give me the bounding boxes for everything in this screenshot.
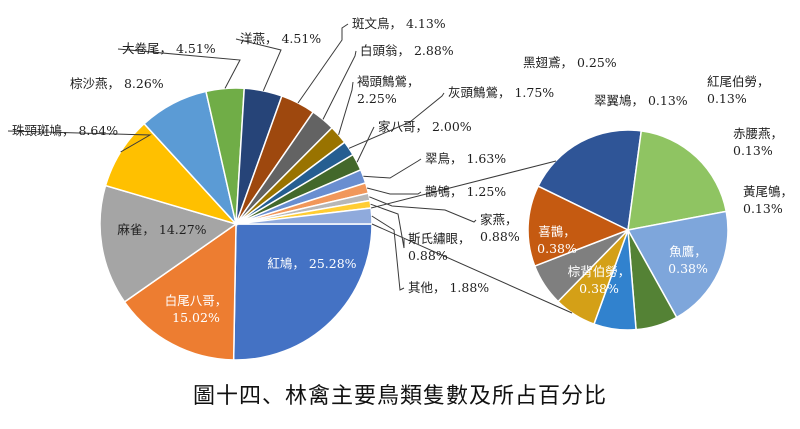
data-label: 斑文鳥， 4.13% [352, 16, 446, 31]
label-leader-lines [7, 23, 477, 291]
data-label: 大卷尾， 4.51% [122, 41, 216, 56]
data-label: 灰頭鷦鶯， 1.75% [448, 85, 554, 100]
data-label: 紅鳩， 25.28% [267, 256, 356, 271]
chart-title: 圖十四、林禽主要鳥類隻數及所占百分比 [192, 384, 607, 409]
data-label: 麻雀， 14.27% [117, 222, 206, 237]
leader-line [7, 130, 152, 153]
secondary-pie-slice [626, 210, 729, 319]
leader-line [371, 215, 405, 291]
data-label: 洋燕， 4.51% [240, 31, 321, 46]
data-label: 翠鳥， 1.63% [425, 151, 506, 166]
data-label: 白頭翁， 2.88% [360, 43, 454, 58]
leader-line [356, 126, 375, 163]
leader-line [348, 92, 445, 149]
main-pie-slice [232, 223, 373, 361]
connector-line-bottom [371, 223, 573, 314]
secondary-data-label: 紅尾伯勞， 0.13% [707, 74, 770, 106]
data-label: 其他， 1.88% [408, 280, 489, 295]
data-label: 斯氏繡眼， 0.88% [408, 231, 471, 263]
data-label: 家八哥， 2.00% [378, 119, 472, 134]
main-pie [99, 87, 373, 361]
data-label: 棕沙燕， 8.26% [70, 76, 164, 91]
leader-line [363, 158, 422, 179]
pie-connector-lines [370, 160, 573, 314]
data-label: 珠頸斑鳩， 8.64% [12, 123, 118, 138]
secondary-data-label: 赤腰燕， 0.13% [733, 126, 783, 158]
data-label: 褐頭鷦鶯， 2.25% [357, 74, 420, 106]
data-label: 白尾八哥， 15.02% [165, 293, 228, 325]
leader-line [322, 50, 357, 120]
secondary-data-label: 棕背伯勞， 0.38% [568, 264, 631, 296]
leader-line [366, 187, 422, 195]
leader-line [235, 38, 282, 91]
leader-line [117, 48, 241, 89]
secondary-data-label: 翠翼鳩， 0.13% [594, 93, 688, 108]
secondary-data-label: 黃尾鴝， 0.13% [743, 184, 793, 216]
leader-line [297, 23, 349, 104]
main-pie-slice [235, 207, 373, 225]
secondary-data-label: 黑翅鳶， 0.25% [523, 55, 617, 70]
secondary-data-label: 魚鷹， 0.38% [668, 244, 708, 276]
leader-line [369, 196, 477, 223]
main-pie-slice [123, 222, 237, 361]
secondary-pie [527, 129, 729, 331]
connector-line-top [370, 160, 557, 209]
secondary-data-label: 喜鵲， 0.38% [537, 224, 577, 256]
leader-line [370, 203, 405, 249]
secondary-pie-slice [627, 130, 728, 231]
secondary-pie-slice [537, 129, 643, 232]
leader-line [338, 81, 354, 135]
data-label: 家燕， 0.88% [480, 212, 520, 244]
data-label: 鵲鴝， 1.25% [425, 184, 506, 199]
data-labels: 紅鳩， 25.28% 白尾八哥， 15.02% 麻雀， 14.27% 珠頸斑鳩， 8.6… [12, 16, 793, 325]
secondary-pie-slice [527, 185, 630, 267]
